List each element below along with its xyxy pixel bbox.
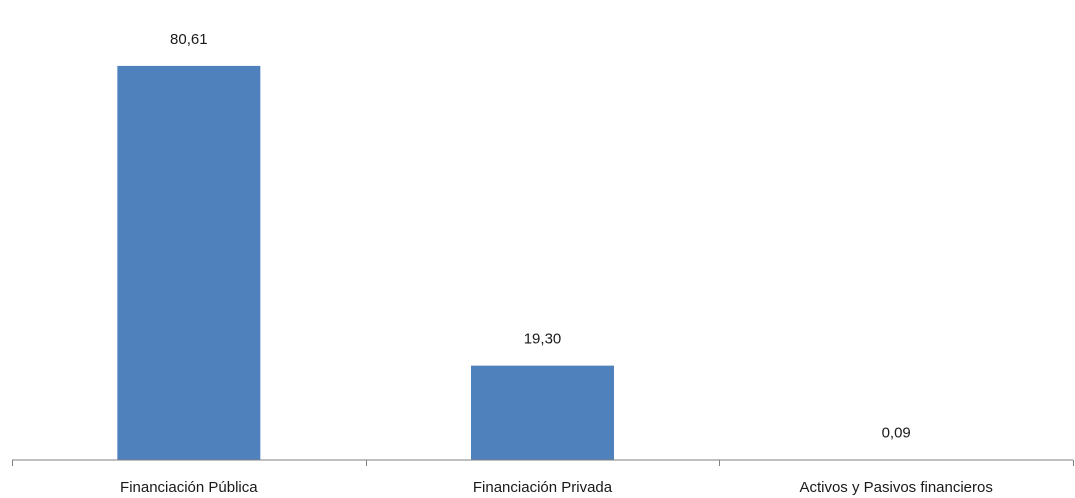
bar [117,65,261,460]
bars-group [117,65,968,460]
data-label: 0,09 [882,425,911,442]
labels-group: 80,61 Financiación Pública 19,30 Financiaci… [120,31,993,496]
data-label: 19,30 [524,331,562,348]
x-axis [12,459,1074,466]
bar [471,365,614,460]
data-label: 80,61 [170,31,208,48]
category-label: Financiación Pública [120,479,258,496]
category-label: Activos y Pasivos financieros [799,479,992,496]
category-label: Financiación Privada [473,479,613,496]
